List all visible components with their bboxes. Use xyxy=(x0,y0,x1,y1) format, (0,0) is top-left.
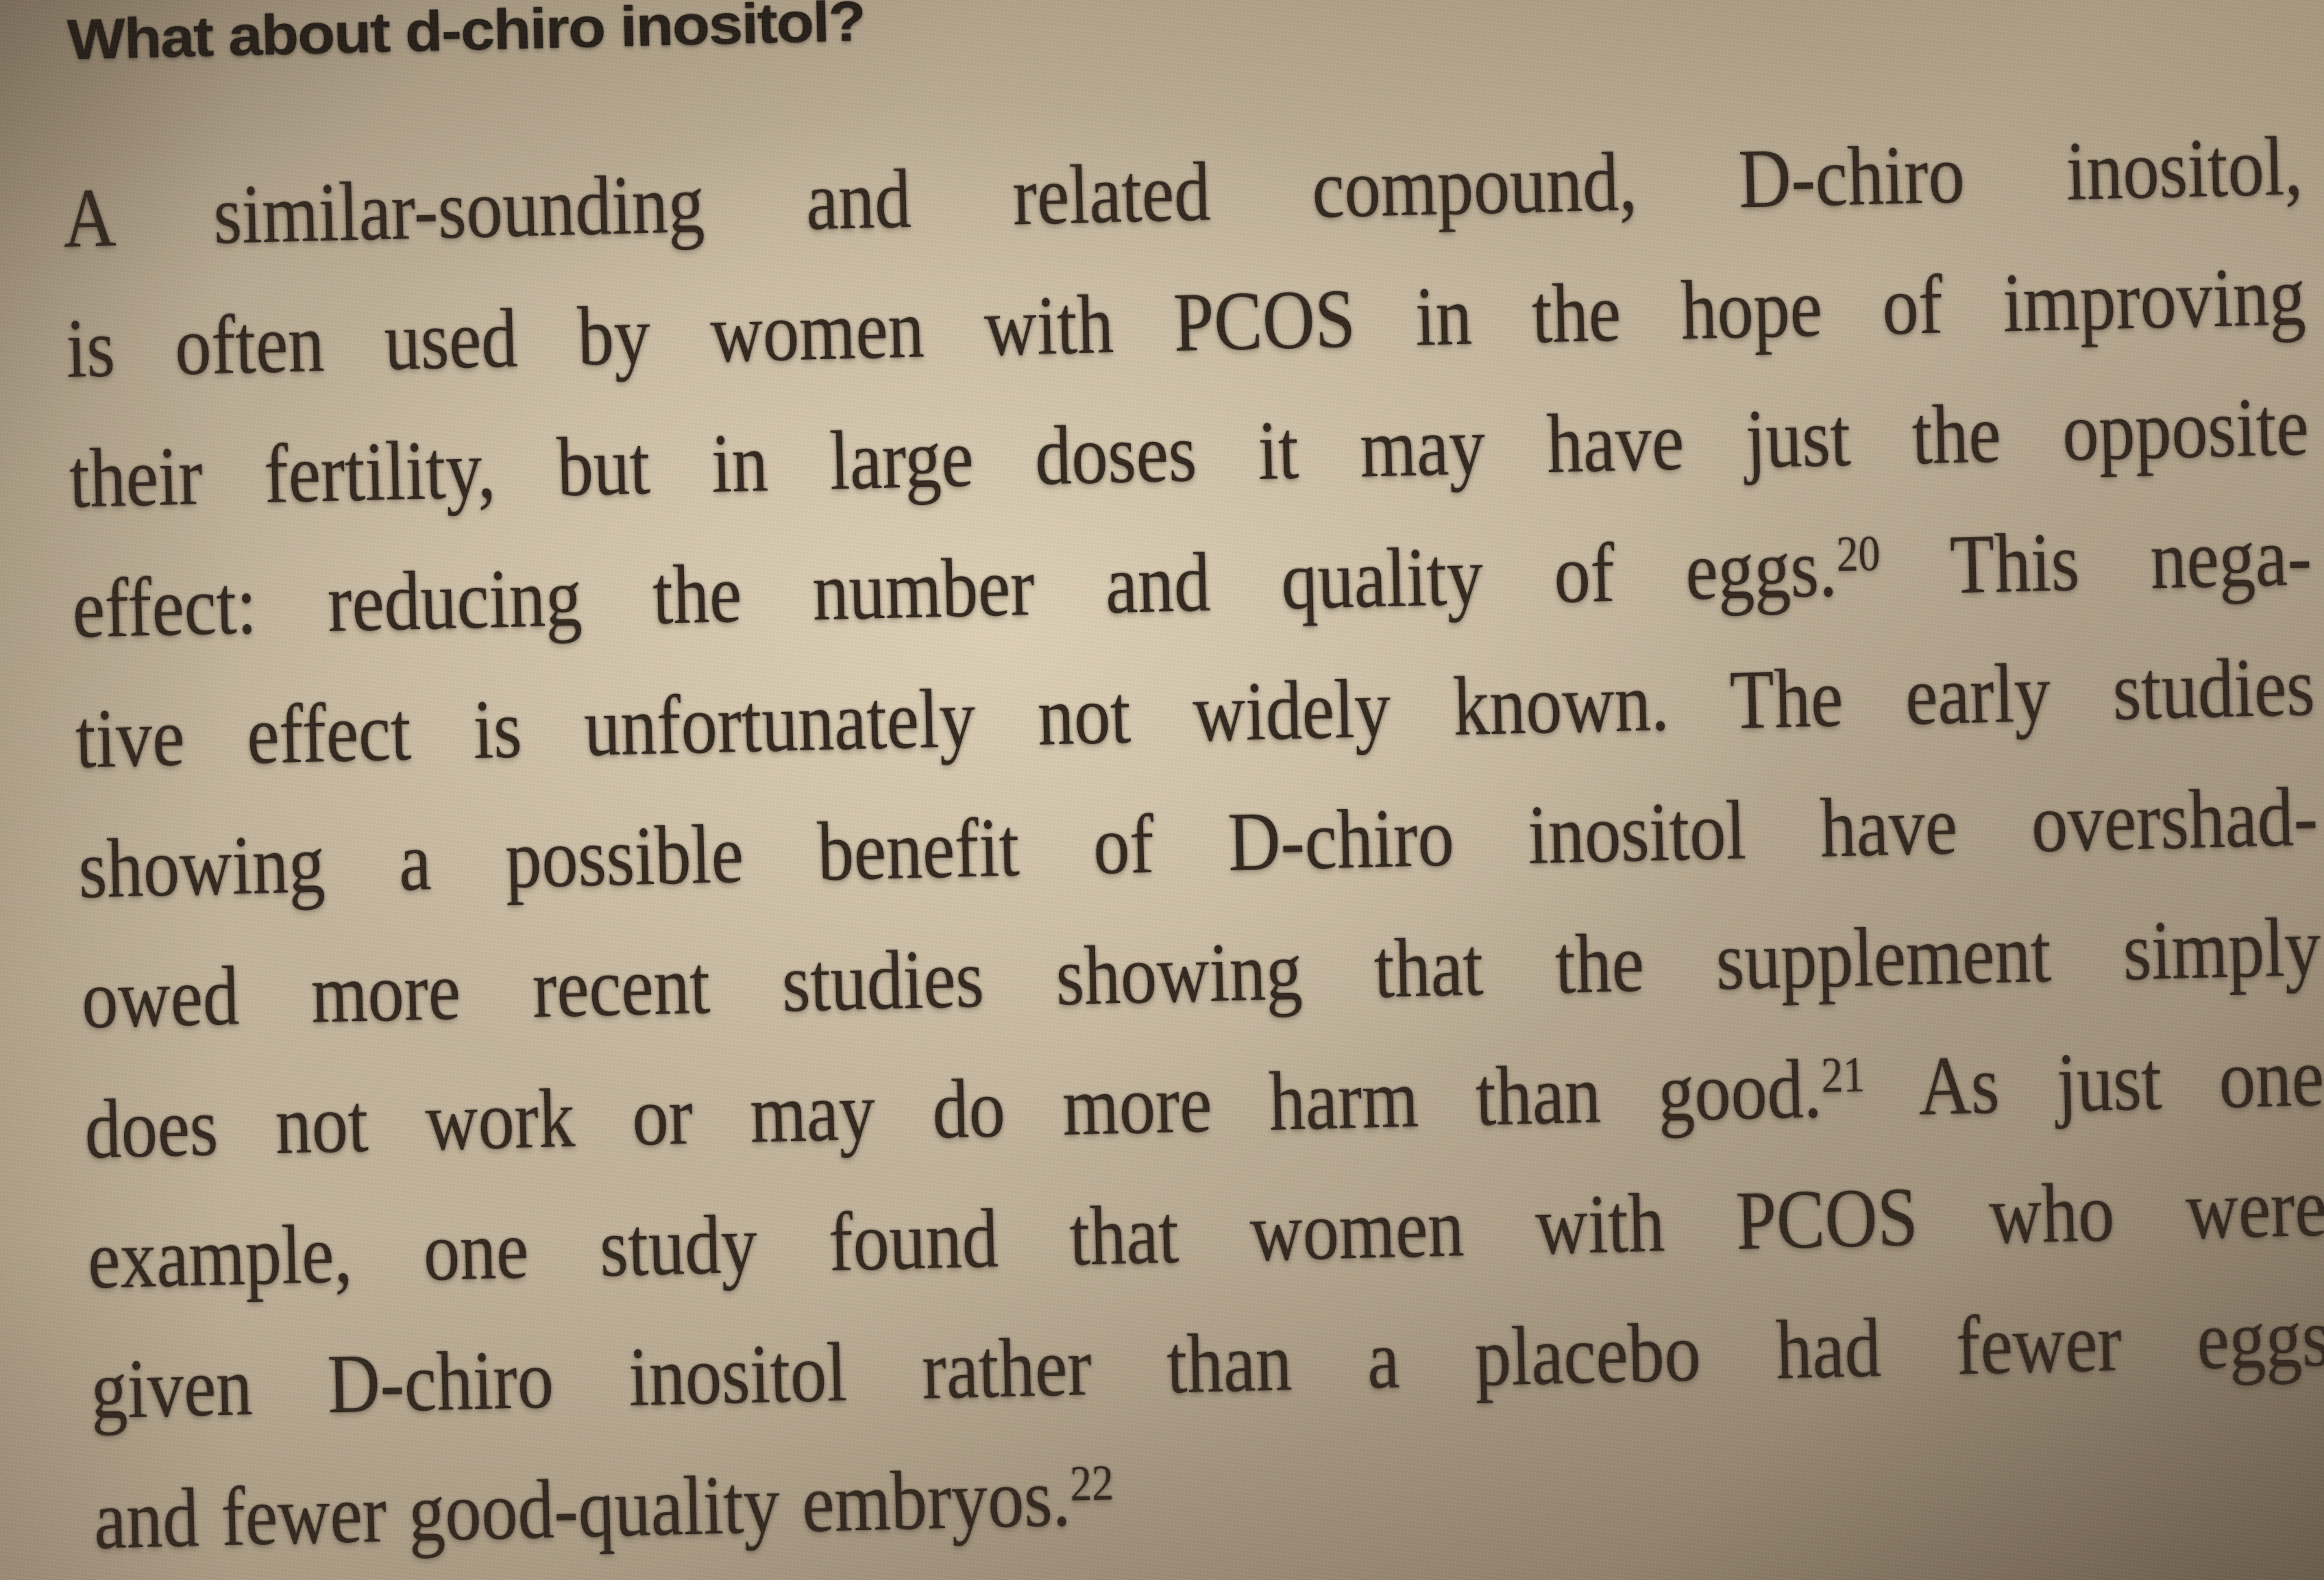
section-heading: What about d-chiro inositol? xyxy=(66,0,866,72)
footnote-reference: 20 xyxy=(1835,525,1881,582)
line-text: This nega- xyxy=(1879,509,2313,613)
paragraph: A similar-sounding and related compound,… xyxy=(62,107,2324,1580)
page-text-block: What about d-chiro inositol? A similar-s… xyxy=(58,0,2324,1580)
footnote-reference: 21 xyxy=(1820,1046,1866,1104)
footnote-reference: 22 xyxy=(1069,1454,1114,1512)
line-text: As just one xyxy=(1863,1030,2324,1135)
partial-line-right-fragment: ginning to understand why D-chiro xyxy=(1018,1569,2042,1580)
line-text: and fewer good-quality embryos. xyxy=(93,1450,1072,1567)
